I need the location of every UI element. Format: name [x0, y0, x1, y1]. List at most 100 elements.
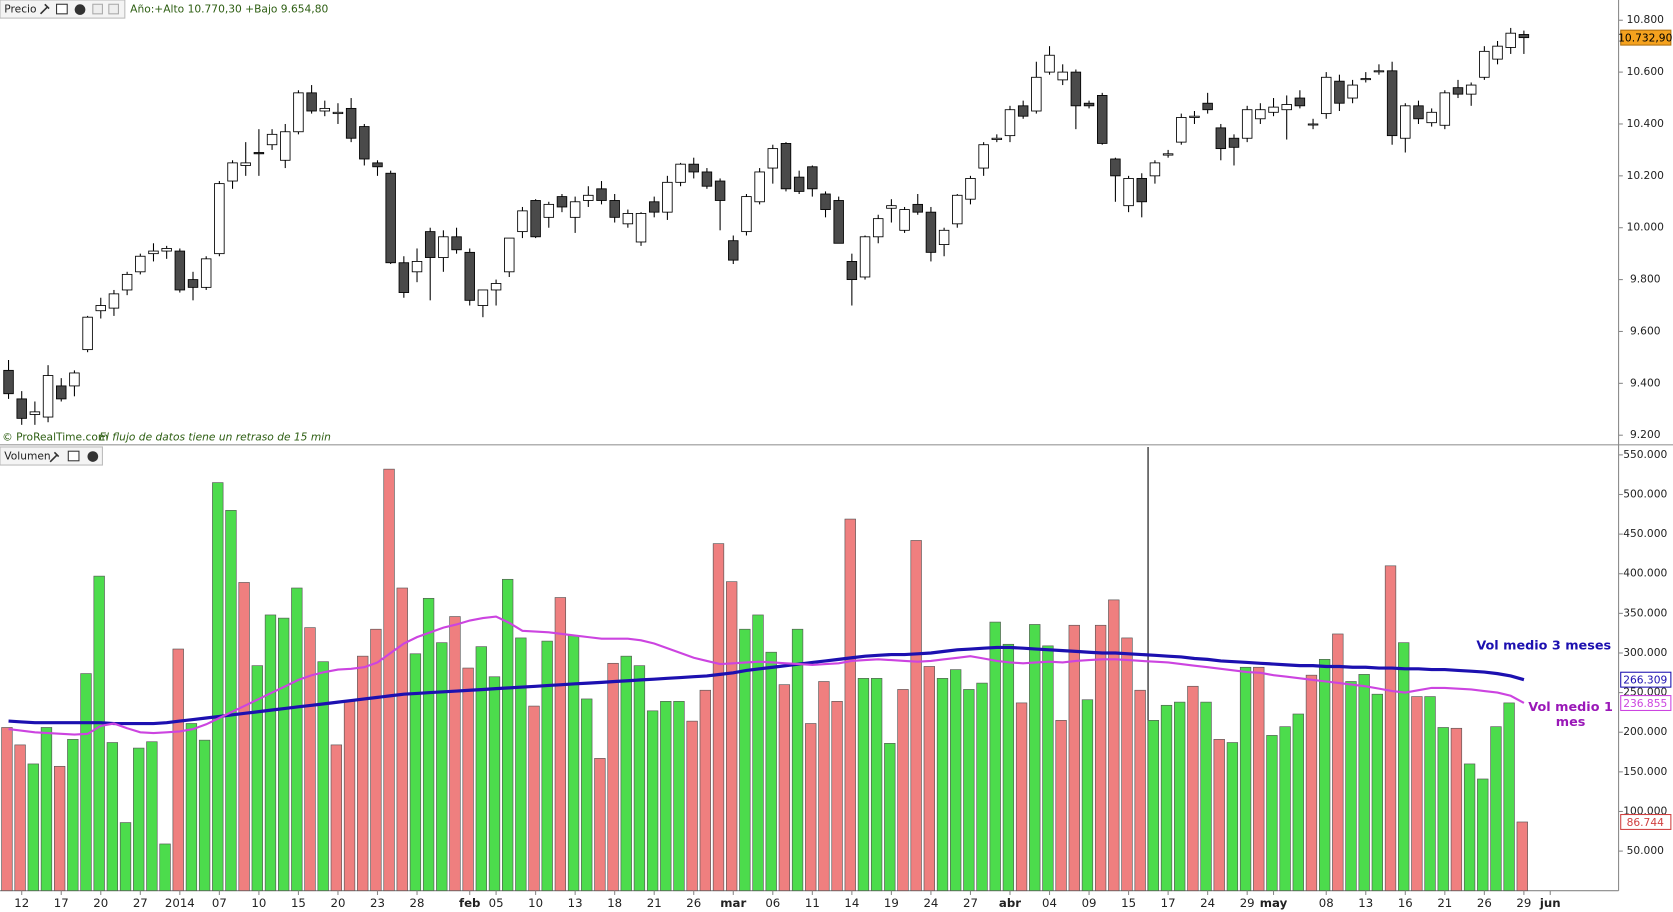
volume-bar: [1305, 674, 1318, 892]
volume-bar: [791, 628, 804, 892]
x-tick-label: 23: [370, 896, 385, 910]
volume-bar: [1358, 674, 1370, 892]
x-tick-label: 08: [1319, 896, 1334, 910]
x-tick-label: 28: [410, 896, 425, 910]
copyright: © ProRealTime.com: [2, 430, 108, 443]
x-tick-label: 10: [251, 896, 266, 910]
candle-body: [187, 279, 199, 288]
candle-body: [16, 398, 27, 419]
volume-bar: [936, 678, 949, 892]
volume-bar: [185, 723, 198, 892]
volume-bar: [620, 655, 632, 892]
candle-body: [859, 236, 871, 278]
volume-bar: [1516, 821, 1528, 892]
moving-average-line: [8, 645, 1525, 726]
candle-body: [1255, 109, 1266, 120]
candle-body: [1241, 109, 1253, 139]
volume-bar: [910, 540, 922, 892]
toolbar-icons[interactable]: [39, 3, 119, 15]
last-value-box: [1620, 671, 1672, 688]
candle-body: [1465, 84, 1477, 95]
volume-bar: [660, 701, 672, 892]
volume-bar: [1, 727, 13, 892]
icon[interactable]: [92, 3, 103, 15]
candle-body: [569, 201, 581, 218]
candle-body: [345, 107, 357, 139]
x-tick-label: 17: [1161, 896, 1176, 910]
volume-bar: [1398, 642, 1410, 892]
candle-body: [121, 273, 133, 291]
last-value-label: 86.744: [1627, 816, 1665, 829]
x-tick-label: 12: [14, 896, 29, 910]
volume-bar: [1042, 645, 1054, 892]
candle-body: [807, 166, 818, 190]
candle-body: [1479, 50, 1490, 78]
volume-bar: [831, 701, 843, 892]
candle-body: [306, 92, 317, 112]
close-icon[interactable]: [87, 451, 99, 462]
x-tick-label: 24: [923, 896, 938, 910]
candle-body: [543, 203, 555, 218]
volume-bar: [1160, 704, 1173, 892]
candle-body: [780, 142, 792, 190]
y-tick-label: 9.800: [1630, 273, 1661, 286]
candle-body: [1202, 102, 1213, 111]
volume-bar: [80, 673, 92, 892]
candle-body: [266, 133, 278, 146]
volume-bar: [607, 662, 619, 892]
icon[interactable]: [108, 3, 119, 15]
candle-body: [833, 200, 844, 244]
volume-bar: [870, 678, 883, 892]
candle-body: [648, 201, 660, 213]
settings-icon[interactable]: [49, 451, 60, 463]
toolbar-icons[interactable]: [49, 450, 99, 463]
candle-body: [1136, 178, 1147, 203]
volume-bar: [528, 705, 540, 892]
candle-body: [214, 183, 225, 255]
candle-body: [1096, 95, 1108, 144]
legend-label: Vol medio 1 mes: [1528, 699, 1613, 729]
volume-bar: [857, 678, 870, 892]
volume-bar: [554, 597, 567, 892]
candle-body: [1321, 76, 1332, 115]
candle-body: [240, 162, 251, 166]
candle-body: [69, 372, 80, 387]
volume-bar: [449, 616, 461, 892]
settings-icon[interactable]: [39, 3, 50, 15]
volume-bar: [1147, 720, 1159, 892]
x-tick-label: 18: [607, 896, 622, 910]
candle-body: [200, 258, 212, 288]
candle-body: [1439, 92, 1451, 126]
x-tick-label: 21: [1437, 896, 1452, 910]
y-tick-label: 150.000: [1623, 765, 1667, 778]
volume-bar: [1463, 763, 1476, 892]
candle-body: [820, 193, 831, 210]
volume-bar: [225, 510, 237, 892]
volume-bar: [383, 468, 395, 892]
x-tick-label: 05: [489, 896, 504, 910]
x-tick-label: 20: [330, 896, 345, 910]
volume-bar: [488, 676, 501, 892]
candle-body: [1057, 71, 1068, 81]
volume-bar: [106, 742, 119, 892]
candle-body: [754, 171, 765, 203]
volume-bar: [594, 758, 606, 892]
x-tick-label: 11: [805, 896, 820, 910]
candle-body: [609, 200, 620, 218]
x-tick-label: 13: [1358, 896, 1373, 910]
candle-body: [464, 251, 475, 301]
x-tick-label: 19: [884, 896, 899, 910]
window-icon[interactable]: [56, 3, 68, 15]
x-tick-label: 24: [1200, 896, 1215, 910]
y-tick-label: 350.000: [1623, 606, 1667, 619]
candle-body: [1360, 78, 1371, 81]
close-icon[interactable]: [74, 4, 86, 15]
volume-bar: [436, 642, 448, 892]
window-icon[interactable]: [67, 450, 80, 462]
volume-bar: [923, 666, 935, 892]
candle-body: [662, 181, 673, 213]
candle-body: [872, 218, 884, 238]
candle-body: [728, 240, 739, 261]
volume-bar: [712, 543, 725, 892]
